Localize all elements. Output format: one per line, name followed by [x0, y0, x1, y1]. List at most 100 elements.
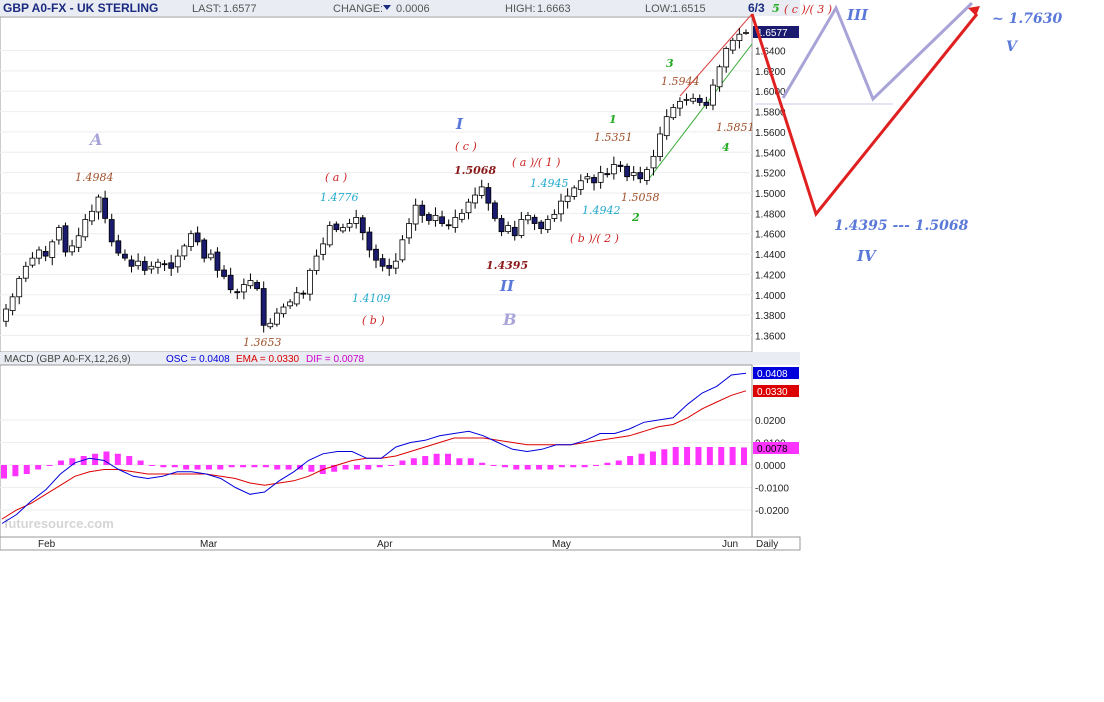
candle-body [677, 100, 683, 109]
ann-price-14776: 1.4776 [320, 191, 359, 204]
candle-body [122, 253, 128, 259]
histogram-bar [684, 447, 691, 465]
candle-body [273, 312, 280, 325]
histogram-bar [490, 465, 497, 466]
ann-price-15068: 1.5068 [454, 164, 496, 177]
ann-wave-II: II [499, 277, 515, 295]
candle-body [55, 227, 62, 241]
candle-body [538, 221, 545, 230]
projection-arrow-head [968, 6, 980, 16]
ann-wave-2: 2 [631, 211, 640, 224]
candle-body [518, 219, 525, 236]
candle-body [366, 231, 373, 251]
candle-body [194, 232, 201, 243]
histogram-bar [467, 458, 474, 465]
ann-wave-B: B [502, 310, 517, 329]
candle-body [82, 219, 89, 238]
candle-body [690, 97, 697, 102]
candle-body [703, 101, 710, 106]
candle-body [287, 301, 294, 307]
x-tick-apr: Apr [377, 539, 393, 550]
ann-price-15058: 1.5058 [621, 191, 660, 204]
candle-body [353, 217, 360, 224]
candle-body [3, 308, 9, 322]
price-tick-label: 1.6000 [755, 87, 786, 98]
macd-osc-label: OSC = 0.0408 [166, 354, 230, 365]
candle-body [617, 164, 624, 167]
high-value: 1.6663 [537, 3, 571, 15]
histogram-bar [365, 465, 372, 470]
candle-body [492, 202, 498, 219]
histogram-bar [536, 465, 543, 470]
x-tick-jun: Jun [722, 539, 738, 550]
candle-body [102, 197, 109, 219]
candle-body [115, 240, 122, 254]
candle-body [326, 225, 333, 246]
candle-body [36, 249, 42, 259]
histogram-bar [741, 447, 747, 465]
ann-wave-IV: IV [856, 247, 877, 265]
histogram-bar [706, 447, 713, 465]
candle-body [207, 253, 214, 259]
price-axis-ticks: 1.64001.62001.60001.58001.56001.54001.52… [755, 47, 786, 343]
ann-wave-c: ( c ) [455, 140, 477, 153]
candle-body [432, 214, 439, 222]
ann-price-15351: 1.5351 [594, 131, 633, 144]
candle-body [419, 204, 426, 216]
change-value: 0.0006 [396, 3, 430, 15]
high-label: HIGH: [505, 3, 536, 15]
candle-body [736, 33, 743, 41]
histogram-bar [251, 465, 258, 468]
last-label: LAST: [192, 3, 221, 15]
histogram-bar [513, 465, 520, 470]
histogram-bar [581, 465, 588, 468]
ann-price-15851: 1.5851 [716, 121, 755, 134]
candle-body [108, 219, 115, 243]
ann-wave-V: V [1006, 39, 1019, 55]
candle-body [9, 296, 16, 312]
candle-body [29, 257, 36, 266]
candles [3, 28, 749, 333]
candle-body [531, 216, 538, 224]
price-tick-label: 1.5200 [755, 169, 786, 180]
ema-tag: 0.0330 [757, 387, 788, 398]
candle-body [650, 155, 657, 169]
price-tick-label: 1.4000 [755, 291, 786, 302]
dif-tag: 0.0078 [757, 444, 788, 455]
date-label: 6/3 [748, 1, 765, 15]
x-tick-feb: Feb [38, 539, 56, 550]
osc-tag: 0.0408 [757, 369, 788, 380]
price-tick-label: 1.5400 [755, 148, 786, 159]
histogram-bar [479, 462, 486, 465]
candle-body [571, 187, 578, 197]
histogram-bar [57, 460, 64, 465]
candle-body [465, 201, 472, 214]
histogram-bar [1, 465, 7, 479]
ann-wave-b2: ( b )/( 2 ) [570, 232, 619, 245]
ann-wave-3: 3 [666, 57, 674, 70]
candle-body [95, 196, 102, 213]
candle-body [505, 225, 512, 233]
candle-body [558, 200, 564, 215]
ema-tag-bg [753, 385, 799, 397]
candle-body [525, 214, 531, 221]
candle-body [630, 172, 637, 176]
last-price-tag: 1.6577 [757, 28, 788, 39]
candle-body [399, 239, 406, 261]
ann-price-14109: 1.4109 [352, 292, 391, 305]
histogram-bar [524, 465, 531, 470]
price-tick-label: 1.3600 [755, 332, 786, 343]
candle-body [710, 84, 716, 106]
candle-body [88, 210, 95, 222]
low-value: 1.6515 [672, 3, 706, 15]
candle-body [16, 278, 23, 298]
histogram-bar [399, 460, 406, 465]
candle-body [181, 245, 188, 257]
candle-body [386, 265, 393, 269]
candle-body [406, 223, 412, 239]
histogram-bar [274, 465, 281, 470]
histogram-bar [388, 465, 395, 466]
candle-body [439, 216, 445, 224]
candle-body [340, 227, 346, 232]
